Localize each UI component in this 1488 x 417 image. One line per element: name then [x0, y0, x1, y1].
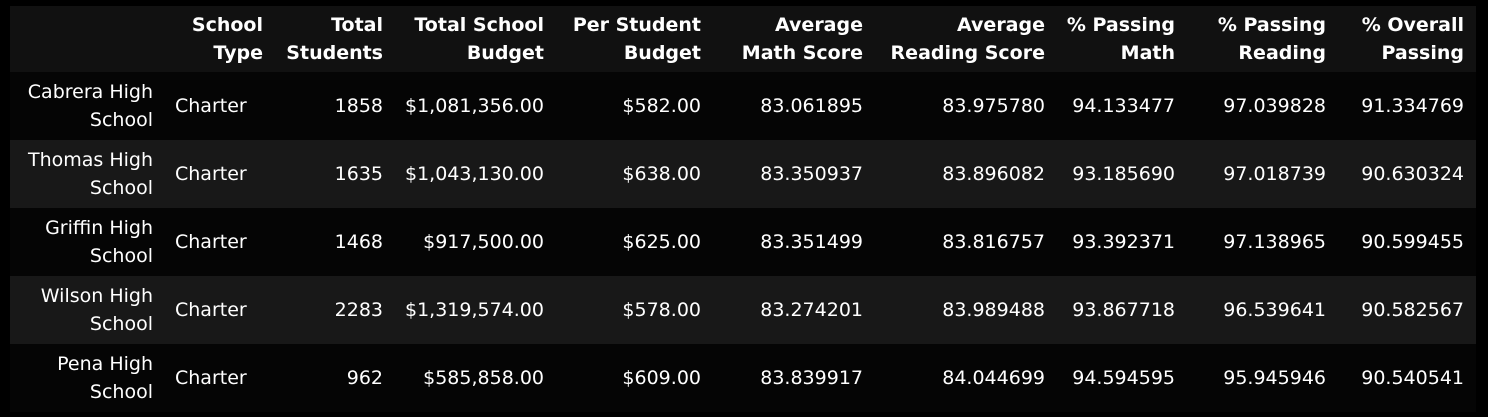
header-cell-school-type: School Type — [191, 14, 263, 64]
cell-total-students: 1635 — [334, 163, 383, 185]
cell-average-reading-score: 84.044699 — [942, 367, 1045, 389]
cell-total-students: 962 — [346, 367, 383, 389]
cell-average-math-score: 83.061895 — [760, 95, 863, 117]
cell-passing-reading: 97.018739 — [1223, 163, 1326, 185]
cell-overall-passing: 90.599455 — [1361, 231, 1464, 253]
cell-school-type: Charter — [175, 163, 247, 185]
header-cell-average-math-score: Average Math Score — [741, 14, 863, 64]
cell-average-reading-score: 83.989488 — [942, 299, 1045, 321]
cell-passing-reading: 97.039828 — [1223, 95, 1326, 117]
cell-per-student-budget: $625.00 — [622, 231, 701, 253]
cell-average-math-score: 83.350937 — [760, 163, 863, 185]
cell-average-math-score: 83.351499 — [760, 231, 863, 253]
header-cell-total-school-budget: Total School Budget — [414, 14, 544, 64]
table-header: School Type Total Students Total School … — [10, 6, 1476, 72]
header-cell-total-students: Total Students — [286, 14, 383, 64]
cell-passing-math: 94.594595 — [1072, 367, 1175, 389]
cell-school-type: Charter — [175, 95, 247, 117]
header-cell-passing-reading: % Passing Reading — [1217, 14, 1326, 64]
table-row: Pena High School Charter 962 $585,858.00… — [10, 344, 1476, 412]
cell-school-type: Charter — [175, 367, 247, 389]
cell-average-reading-score: 83.816757 — [942, 231, 1045, 253]
cell-per-student-budget: $578.00 — [622, 299, 701, 321]
cell-overall-passing: 90.582567 — [1361, 299, 1464, 321]
header-row: School Type Total Students Total School … — [10, 6, 1476, 72]
cell-passing-math: 93.392371 — [1072, 231, 1175, 253]
row-label-school-name: Thomas High School — [27, 149, 153, 199]
cell-passing-math: 93.867718 — [1072, 299, 1175, 321]
school-summary-table: School Type Total Students Total School … — [10, 6, 1476, 412]
cell-per-student-budget: $638.00 — [622, 163, 701, 185]
cell-total-school-budget: $917,500.00 — [423, 231, 544, 253]
cell-average-reading-score: 83.975780 — [942, 95, 1045, 117]
cell-school-type: Charter — [175, 231, 247, 253]
cell-per-student-budget: $609.00 — [622, 367, 701, 389]
cell-total-school-budget: $1,043,130.00 — [404, 163, 544, 185]
cell-passing-math: 93.185690 — [1072, 163, 1175, 185]
cell-per-student-budget: $582.00 — [622, 95, 701, 117]
header-cell-per-student-budget: Per Student Budget — [572, 14, 701, 64]
dataframe-container: School Type Total Students Total School … — [10, 6, 1476, 412]
row-label-school-name: Pena High School — [57, 353, 153, 403]
cell-overall-passing: 91.334769 — [1361, 95, 1464, 117]
cell-total-school-budget: $1,319,574.00 — [404, 299, 544, 321]
cell-average-math-score: 83.839917 — [760, 367, 863, 389]
table-row: Wilson High School Charter 2283 $1,319,5… — [10, 276, 1476, 344]
cell-passing-reading: 95.945946 — [1223, 367, 1326, 389]
cell-total-school-budget: $585,858.00 — [423, 367, 544, 389]
cell-school-type: Charter — [175, 299, 247, 321]
header-cell-index — [10, 6, 165, 72]
row-label-school-name: Griffin High School — [45, 217, 153, 267]
row-label-school-name: Wilson High School — [40, 285, 153, 335]
cell-overall-passing: 90.630324 — [1361, 163, 1464, 185]
row-label-school-name: Cabrera High School — [27, 81, 153, 131]
table-row: Cabrera High School Charter 1858 $1,081,… — [10, 72, 1476, 140]
cell-average-math-score: 83.274201 — [760, 299, 863, 321]
cell-overall-passing: 90.540541 — [1361, 367, 1464, 389]
cell-average-reading-score: 83.896082 — [942, 163, 1045, 185]
cell-total-students: 1468 — [334, 231, 383, 253]
cell-passing-reading: 97.138965 — [1223, 231, 1326, 253]
cell-total-students: 2283 — [334, 299, 383, 321]
header-cell-average-reading-score: Average Reading Score — [890, 14, 1045, 64]
cell-passing-reading: 96.539641 — [1223, 299, 1326, 321]
table-body: Cabrera High School Charter 1858 $1,081,… — [10, 72, 1476, 412]
table-row: Griffin High School Charter 1468 $917,50… — [10, 208, 1476, 276]
header-cell-overall-passing: % Overall Passing — [1361, 14, 1464, 64]
table-row: Thomas High School Charter 1635 $1,043,1… — [10, 140, 1476, 208]
cell-total-students: 1858 — [334, 95, 383, 117]
cell-total-school-budget: $1,081,356.00 — [404, 95, 544, 117]
header-cell-passing-math: % Passing Math — [1066, 14, 1175, 64]
cell-passing-math: 94.133477 — [1072, 95, 1175, 117]
